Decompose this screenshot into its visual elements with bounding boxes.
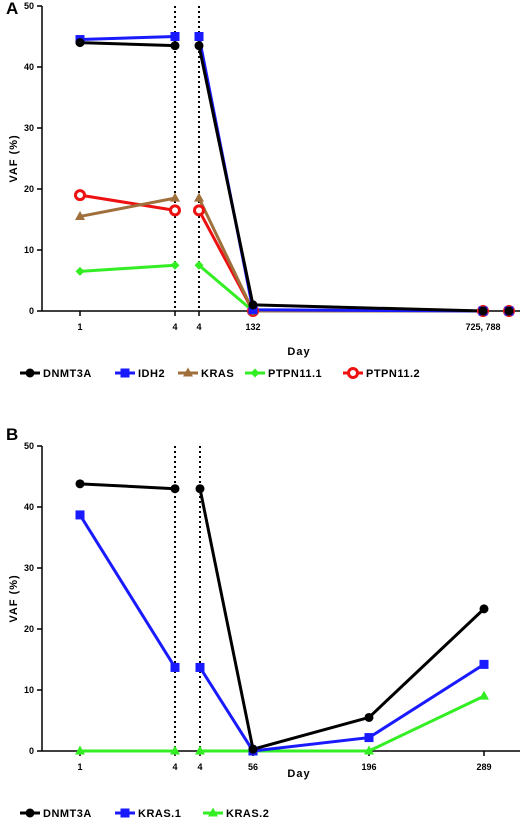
legend-marker	[208, 807, 218, 817]
x-tick-label: 132	[245, 322, 260, 332]
legend-label: KRAS.2	[226, 808, 269, 820]
x-axis-title: Day	[287, 346, 310, 358]
data-point-idh2	[194, 32, 204, 41]
data-point-dnmt3a	[170, 41, 180, 51]
data-point-kras.1	[364, 733, 374, 743]
legend-marker	[183, 367, 193, 377]
y-tick-label: 50	[24, 441, 34, 451]
x-tick-label: 4	[196, 322, 201, 332]
data-point-kras.2	[364, 745, 374, 755]
data-point-idh2	[170, 32, 180, 41]
x-tick-label: 4	[172, 762, 177, 772]
panel-letter: A	[6, 0, 18, 18]
y-tick-label: 30	[24, 123, 34, 133]
data-point-dnmt3a	[504, 306, 514, 316]
data-point-ptpn11.2	[169, 204, 181, 217]
x-tick-label: 4	[172, 322, 177, 332]
data-point-dnmt3a	[170, 484, 180, 494]
data-point-dnmt3a	[195, 484, 205, 494]
legend-label: KRAS.1	[138, 808, 181, 820]
y-tick-label: 0	[29, 746, 34, 756]
data-point-kras.2	[479, 690, 489, 700]
series-line-dnmt3a	[197, 45, 484, 313]
data-point-dnmt3a	[75, 479, 85, 489]
panel-letter: B	[6, 425, 18, 444]
series-line-idh2	[79, 35, 176, 42]
data-point-dnmt3a	[194, 41, 204, 51]
y-tick-label: 20	[24, 184, 34, 194]
data-point-kras.1	[479, 659, 489, 669]
legend-label: KRAS	[201, 368, 234, 380]
data-point-ptpn11.2	[74, 189, 86, 202]
legend-label: PTPN11.2	[366, 368, 420, 380]
x-tick-label: 725, 788	[465, 322, 500, 332]
y-tick-label: 10	[24, 685, 34, 695]
data-point-ptpn11.1	[75, 266, 85, 276]
data-point-kras.1	[75, 510, 85, 520]
legend-label: DNMT3A	[43, 808, 92, 820]
data-point-kras.2	[170, 745, 180, 755]
data-point-dnmt3a	[248, 300, 258, 310]
x-tick-label: 1	[77, 762, 82, 772]
series-line-dnmt3a	[79, 41, 176, 48]
series-line-kras.2	[200, 694, 485, 753]
data-point-kras.1	[195, 662, 205, 672]
y-axis-title: VAF (%)	[8, 134, 20, 182]
series-line-kras	[79, 196, 176, 218]
x-axis-title: Day	[287, 768, 310, 780]
series-line-dnmt3a	[79, 482, 176, 491]
legend-marker	[120, 368, 130, 378]
data-point-dnmt3a	[479, 604, 489, 614]
legend-label: PTPN11.1	[268, 368, 322, 380]
data-point-idh2	[248, 305, 258, 315]
legend-label: DNMT3A	[43, 368, 92, 380]
data-point-dnmt3a	[248, 744, 258, 754]
data-point-kras.2	[195, 745, 205, 755]
legend-marker	[120, 808, 130, 818]
series-line-idh2	[197, 36, 484, 313]
series-line-kras.1	[78, 514, 177, 669]
y-tick-label: 10	[24, 245, 34, 255]
y-tick-label: 30	[24, 563, 34, 573]
panel-a: A 0 10 20 30 40 50 1 4 4 132 725, 788 VAF (%) Day DNMT…	[6, 0, 520, 380]
series-line-kras.1	[198, 663, 485, 753]
y-tick-label: 20	[24, 624, 34, 634]
legend-marker	[25, 368, 35, 378]
x-tick-label: 196	[361, 762, 376, 772]
legend-marker	[250, 368, 260, 378]
y-tick-label: 40	[24, 62, 34, 72]
series-line-ptpn11.2	[197, 209, 483, 313]
panel-b: B 0 10 20 30 40 50 1 4 4 56 196 289 VAF (%) Day DNMT3A K…	[6, 425, 520, 820]
x-tick-label: 289	[476, 762, 491, 772]
y-tick-label: 40	[24, 502, 34, 512]
data-point-dnmt3a	[364, 712, 374, 722]
legend-label: IDH2	[138, 368, 165, 380]
series-line-ptpn11.2	[79, 193, 176, 212]
data-point-dnmt3a	[478, 306, 488, 316]
legend-marker	[347, 367, 359, 379]
legend-marker	[25, 808, 35, 818]
data-point-kras	[194, 192, 204, 202]
data-point-ptpn11.2	[193, 204, 205, 217]
y-tick-label: 0	[29, 306, 34, 316]
x-tick-label: 1	[77, 322, 82, 332]
series-line-ptpn11.1	[79, 263, 176, 273]
x-tick-label: 4	[197, 762, 202, 772]
data-point-ptpn11.1	[194, 260, 204, 270]
series-line-dnmt3a	[198, 488, 486, 752]
data-point-kras	[170, 192, 180, 202]
data-point-ptpn11.1	[170, 260, 180, 270]
y-axis-title: VAF (%)	[8, 574, 20, 622]
data-point-kras	[75, 210, 85, 220]
data-point-kras.2	[75, 745, 85, 755]
data-point-kras.1	[170, 662, 180, 672]
y-tick-label: 50	[24, 1, 34, 11]
data-point-dnmt3a	[75, 38, 85, 48]
x-tick-label: 56	[248, 762, 258, 772]
